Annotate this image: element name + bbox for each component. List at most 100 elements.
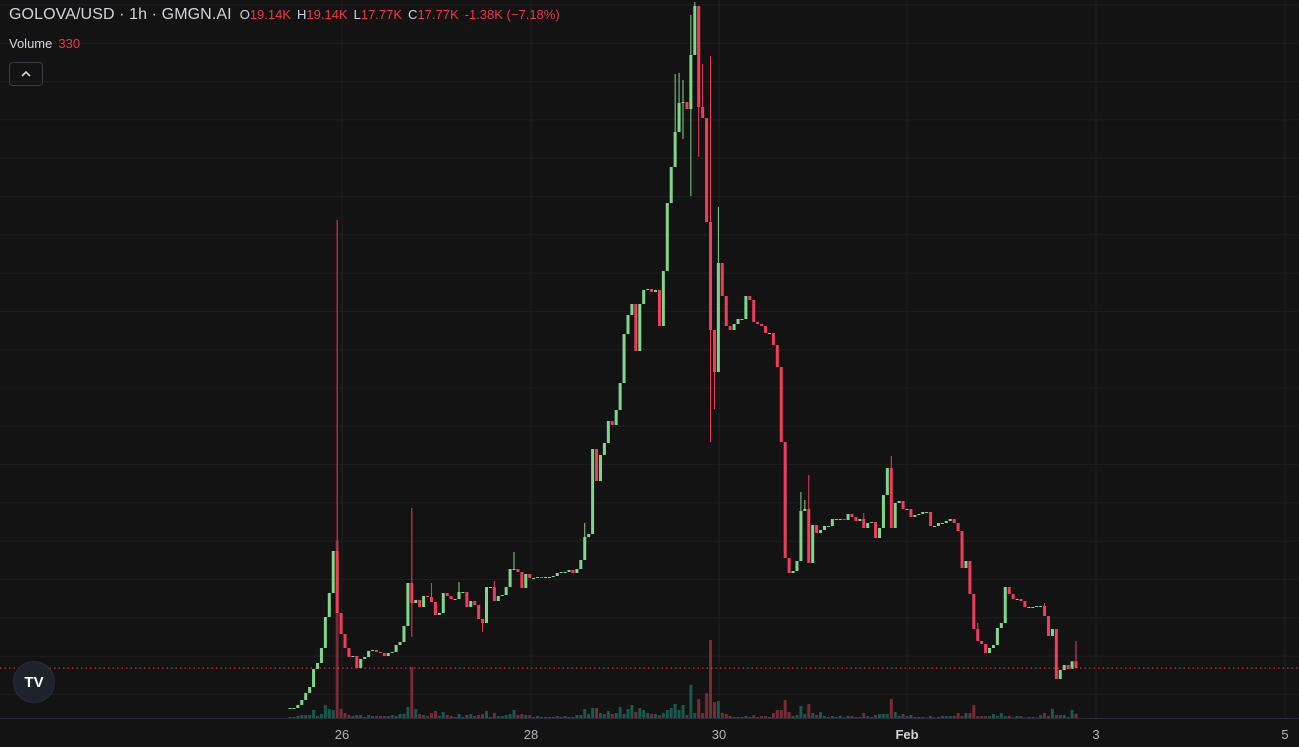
volume-bar (870, 717, 874, 718)
candle-body (543, 577, 547, 578)
volume-bar (520, 714, 524, 718)
volume-bar (300, 715, 304, 718)
candle-body (760, 324, 764, 326)
candle-body (807, 509, 811, 563)
candle-body (944, 521, 948, 523)
candle-body (685, 102, 689, 109)
volume-bar (335, 540, 339, 718)
volume-bar (449, 716, 453, 718)
candle-body (634, 304, 638, 351)
volume-bar (650, 714, 654, 718)
candle-body (394, 645, 398, 652)
volume-bar (760, 716, 764, 718)
candle-body (822, 526, 826, 530)
collapse-legend-button[interactable] (9, 62, 43, 86)
candle-body (874, 522, 878, 538)
candle-body (1007, 587, 1011, 594)
candle-body (681, 102, 685, 103)
candle-body (933, 526, 937, 527)
symbol-title[interactable]: GOLOVA/USD · 1h · GMGN.AI (9, 6, 232, 23)
candle-body (363, 657, 367, 659)
candle-body (850, 514, 854, 517)
candle-body (559, 572, 563, 573)
close-label: C (408, 7, 418, 22)
volume-bar (980, 716, 984, 718)
candle-body (453, 599, 457, 600)
x-tick-label: 5 (1281, 727, 1289, 742)
volume-bar (925, 717, 929, 718)
candle-body (614, 410, 618, 425)
candle-body (532, 578, 536, 579)
volume-bar (481, 714, 485, 718)
candle-body (901, 501, 905, 509)
candle-body (1027, 607, 1031, 608)
volume-bar (764, 716, 768, 718)
volume-bar (944, 716, 948, 718)
volume-bar (591, 708, 595, 718)
volume-bar (767, 717, 771, 718)
volume-bar (359, 715, 363, 718)
candle-body (791, 571, 795, 573)
volume-bar (445, 715, 449, 718)
candle-body (905, 509, 909, 510)
volume-bar (398, 714, 402, 718)
candle-body (775, 345, 779, 367)
candle-body (697, 6, 701, 107)
x-tick-label: 26 (334, 727, 350, 742)
volume-bar (748, 717, 752, 718)
candle-body (838, 519, 842, 520)
candle-body (834, 519, 838, 520)
volume-bar (952, 716, 956, 718)
volume-bar (1070, 710, 1074, 718)
candle-body (897, 501, 901, 503)
volume-bar (563, 716, 567, 718)
volume-bar (571, 717, 575, 718)
volume-bar (799, 706, 803, 718)
volume-bar (559, 717, 563, 718)
volume-bar (921, 717, 925, 718)
volume-bar (1015, 716, 1019, 718)
candle-body (893, 503, 897, 528)
candle-body (984, 644, 988, 653)
volume-bar (709, 640, 713, 718)
candle-body (319, 648, 323, 663)
volume-bar (316, 716, 320, 718)
volume-bar (815, 715, 819, 718)
volume-bar (881, 714, 885, 718)
volume-bar (689, 685, 693, 718)
candle-body (426, 596, 430, 597)
volume-bar (744, 716, 748, 718)
volume-bar (752, 715, 756, 718)
candle-body (347, 648, 351, 657)
volume-bar (429, 713, 433, 718)
volume-bar (646, 713, 650, 718)
candle-body (433, 602, 437, 615)
candle-body (610, 421, 614, 425)
volume-bar (705, 693, 709, 718)
volume-bar (685, 715, 689, 718)
volume-bar (1050, 709, 1054, 718)
volume-bar (885, 714, 889, 718)
volume-bar (1074, 713, 1078, 718)
candle-body (736, 319, 740, 324)
volume-bar (477, 715, 481, 718)
x-tick-label: 30 (711, 727, 727, 742)
volume-bar (610, 714, 614, 718)
volume-bar (583, 709, 587, 718)
volume-bar (622, 714, 626, 718)
volume-bar (602, 714, 606, 718)
candle-body (437, 613, 441, 615)
volume-label[interactable]: Volume (9, 36, 53, 51)
candle-body (323, 617, 327, 648)
volume-bar (984, 716, 988, 718)
candle-body (335, 551, 339, 613)
candle-body (331, 551, 335, 593)
candle-body (921, 512, 925, 514)
volume-bar (1023, 717, 1027, 718)
candle-body (1062, 665, 1066, 670)
candle-body (964, 561, 968, 568)
candle-body (819, 530, 823, 533)
tradingview-logo-icon[interactable]: TV (13, 661, 55, 703)
candle-body (925, 512, 929, 513)
